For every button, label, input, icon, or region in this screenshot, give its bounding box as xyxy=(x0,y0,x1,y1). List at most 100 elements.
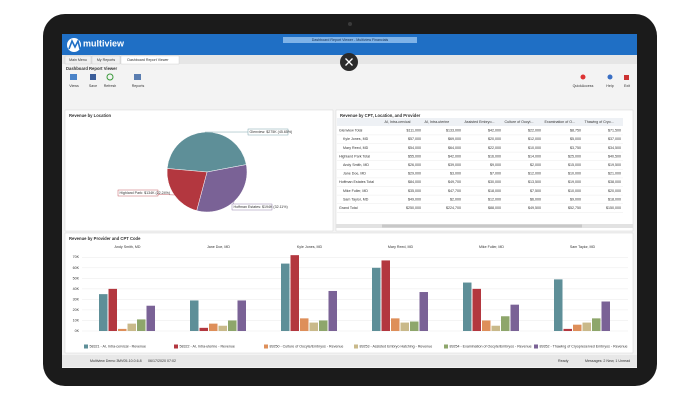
cell: $9,000 xyxy=(570,197,581,201)
cell: $30,000 xyxy=(488,180,501,184)
cell: $8,750 xyxy=(570,129,581,133)
pie-label: Hoffman Estates: $194K (32.11%) xyxy=(234,205,288,209)
panel-title: Revenue by Provider and CPT Code xyxy=(69,236,141,241)
row-label: Hoffman Estates Total xyxy=(339,180,374,184)
views-icon[interactable] xyxy=(70,74,77,80)
exit-icon[interactable] xyxy=(624,75,629,80)
cell: $250,000 xyxy=(406,206,421,210)
cell: $57,000 xyxy=(408,137,421,141)
bar xyxy=(290,255,299,331)
status-text: 06/17/2020 07:02 xyxy=(148,359,176,363)
cell: $38,000 xyxy=(608,180,621,184)
row-label: Jane Doe, MD xyxy=(343,172,366,176)
table-header xyxy=(337,118,623,126)
bar xyxy=(137,319,146,331)
tab-active[interactable] xyxy=(120,55,180,65)
tab-label: Dashboard Report Viewer xyxy=(127,58,169,62)
toolbar-label: Reports xyxy=(132,84,145,88)
scroll-thumb[interactable] xyxy=(382,224,582,228)
bar xyxy=(554,279,563,331)
quickaccess-icon[interactable] xyxy=(580,74,586,80)
cell: $111,000 xyxy=(407,129,421,133)
bar xyxy=(237,300,246,331)
cell: $54,000 xyxy=(408,146,421,150)
status-text: Multiview Demo 3 xyxy=(90,359,118,363)
help-icon[interactable] xyxy=(607,74,613,80)
toolbar: Views Save Refresh Reports QuickAccess H… xyxy=(69,73,630,88)
bar xyxy=(510,304,519,331)
column-header: Thawing of Cryo... xyxy=(585,120,614,124)
cell: $39,000 xyxy=(448,163,461,167)
legend-swatch xyxy=(174,344,178,349)
column-header: AI, Intra-cervical xyxy=(385,120,411,124)
reports-icon[interactable] xyxy=(134,74,141,80)
bar xyxy=(582,322,591,331)
bar xyxy=(300,318,309,331)
status-bar xyxy=(62,355,637,367)
y-tick-label: 20K xyxy=(73,308,80,312)
bar-panel xyxy=(64,232,634,354)
legend-swatch xyxy=(264,344,268,349)
cell: $150,000 xyxy=(606,206,621,210)
cell: $20,000 xyxy=(608,189,621,193)
cell: $55,000 xyxy=(408,154,421,158)
legend-label: 89250 - Culture of Oocyte/Embryos - Reve… xyxy=(270,344,344,348)
cell: $49,000 xyxy=(408,197,421,201)
cell: $12,000 xyxy=(528,172,541,176)
row-label: Kyle Jones, MD xyxy=(343,137,369,141)
cell: $133,000 xyxy=(446,129,461,133)
legend-swatch xyxy=(444,344,448,349)
tab[interactable] xyxy=(91,55,121,65)
pie-label-box xyxy=(231,203,273,211)
bar xyxy=(592,318,601,331)
bar xyxy=(99,294,108,331)
legend-swatch xyxy=(354,344,358,349)
bar xyxy=(281,263,290,331)
bar xyxy=(127,323,136,331)
row-label: Andy Smith, MD xyxy=(343,163,369,167)
viewer-heading: Dashboard Report Viewer xyxy=(66,66,117,71)
refresh-icon[interactable] xyxy=(106,73,114,81)
logo-mark xyxy=(68,38,81,50)
bar xyxy=(228,320,237,331)
cell: $49,700 xyxy=(448,180,461,184)
cell: $224,700 xyxy=(446,206,461,210)
legend-swatch xyxy=(534,344,538,349)
cell: $5,000 xyxy=(570,137,581,141)
pie-label-box xyxy=(117,189,159,197)
bar xyxy=(419,292,428,331)
camera xyxy=(348,22,352,26)
cell: $35,000 xyxy=(408,189,421,193)
cell: $52,750 xyxy=(568,206,581,210)
pie-slice xyxy=(166,168,208,211)
cell: $71,500 xyxy=(608,129,621,133)
toolbar-label: Save xyxy=(89,84,97,88)
cell: $22,000 xyxy=(488,146,501,150)
bar xyxy=(328,290,337,331)
row-label: Grand Total xyxy=(339,206,358,210)
x-tick-label: Kyle Jones, MD xyxy=(297,245,323,249)
x-tick-label: Mike Fuller, MD xyxy=(479,245,504,249)
cell: $9,000 xyxy=(490,163,501,167)
bar xyxy=(381,260,390,331)
y-tick-label: 0K xyxy=(75,329,80,333)
cell: $88,000 xyxy=(488,206,501,210)
title-bar xyxy=(62,34,637,55)
x-tick-label: Jane Doe, MD xyxy=(207,245,230,249)
bar xyxy=(601,301,610,331)
cell: $37,000 xyxy=(608,137,621,141)
tab[interactable] xyxy=(64,55,92,65)
bar xyxy=(472,288,481,331)
table-panel xyxy=(335,109,634,232)
cell: $15,000 xyxy=(568,163,581,167)
cell: $12,000 xyxy=(528,137,541,141)
y-tick-label: 30K xyxy=(73,297,80,301)
cell: $2,000 xyxy=(530,163,541,167)
cell: $10,000 xyxy=(528,146,541,150)
cell: $25,000 xyxy=(568,154,581,158)
bar xyxy=(372,267,381,331)
window-title: Dashboard Report Viewer - Multiview Fina… xyxy=(312,38,389,42)
save-icon[interactable] xyxy=(90,74,96,80)
bar xyxy=(319,320,328,331)
